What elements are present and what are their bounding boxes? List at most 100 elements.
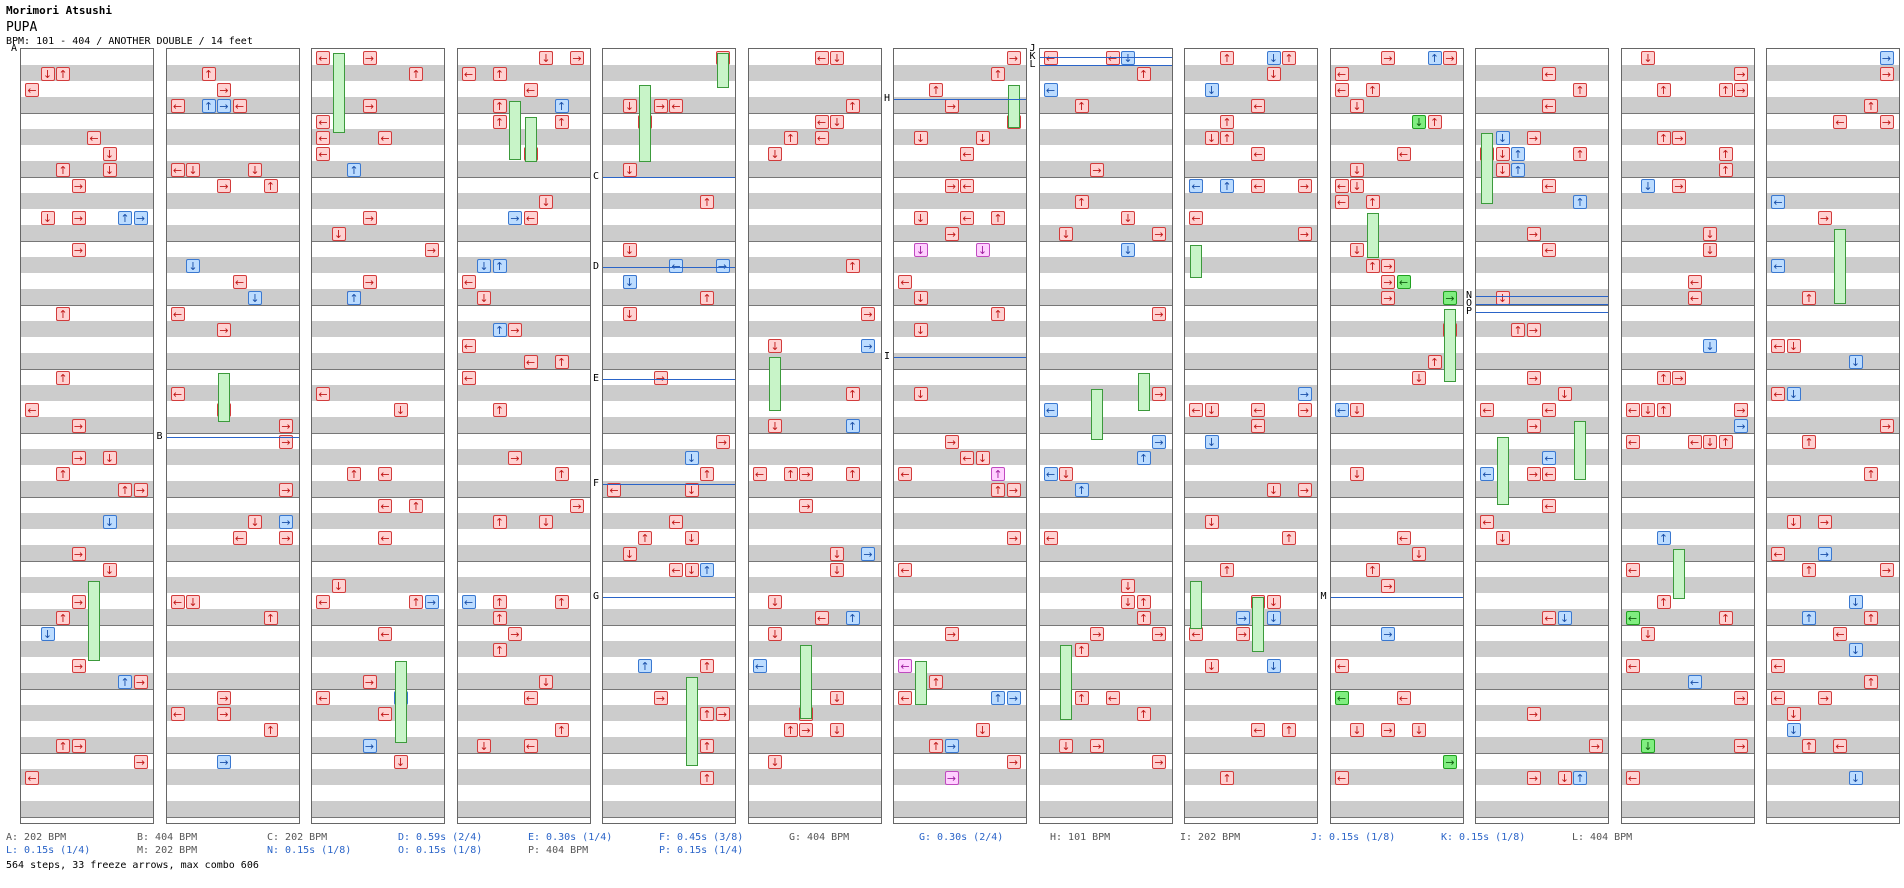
measure-line: [1621, 113, 1754, 114]
arrow-right-icon: →: [1006, 755, 1021, 769]
arrow-right-icon: →: [217, 691, 231, 705]
measure-line: [457, 625, 590, 626]
arrow-left-icon: ←: [1251, 419, 1265, 433]
arrow-down-icon: ↓: [539, 51, 553, 65]
arrow-left-icon: ←: [1334, 179, 1349, 193]
arrow-up-icon: ↑: [492, 99, 507, 113]
arrow-left-icon: ←: [1687, 435, 1702, 449]
measure-line: [1476, 433, 1608, 434]
chart-column: ←←↓↑←←↑→←↑←↓←↓→↓←↓↓↑↓←→↓↓→↑↑↓←↓→→→→↑→→→←…: [1329, 48, 1464, 824]
arrow-left-icon: ←: [1334, 67, 1349, 81]
arrow-down-icon: ↓: [1204, 131, 1219, 145]
arrow-down-icon: ↓: [1557, 771, 1572, 785]
arrow-up-icon: ↑: [700, 659, 714, 673]
arrow-up-icon: ↑: [492, 595, 507, 609]
measure-line: [1185, 817, 1317, 818]
arrow-left-icon: ←: [523, 83, 538, 97]
arrow-down-icon: ↓: [768, 595, 782, 609]
measure-line: [603, 625, 735, 626]
arrow-left-icon: ←: [669, 259, 683, 273]
arrow-left-icon: ←: [461, 339, 476, 353]
arrow-right-icon: →: [1152, 227, 1166, 241]
arrow-up-icon: ↑: [1220, 563, 1234, 577]
arrow-up-icon: ↑: [929, 83, 943, 97]
arrow-left-icon: ←: [814, 115, 829, 129]
arrow-up-icon: ↑: [492, 67, 507, 81]
arrow-up-icon: ↑: [1511, 323, 1525, 337]
measure-line: [748, 433, 881, 434]
arrow-up-icon: ↑: [1656, 371, 1671, 385]
arrow-down-icon: ↓: [684, 531, 699, 545]
arrow-right-icon: →: [279, 419, 293, 433]
arrow-right-icon: →: [362, 211, 377, 225]
arrow-down-icon: ↓: [1848, 355, 1863, 369]
arrow-right-icon: →: [1152, 387, 1166, 401]
measure-line: [21, 433, 153, 434]
arrow-up-icon: ↑: [1802, 563, 1816, 577]
measure-line: [166, 177, 299, 178]
measure-line: [166, 369, 299, 370]
section-marker: D: [593, 261, 600, 272]
arrow-right-icon: →: [362, 99, 377, 113]
arrow-right-icon: →: [1297, 227, 1312, 241]
arrow-down-icon: ↓: [331, 227, 346, 241]
arrow-down-icon: ↓: [1848, 771, 1863, 785]
arrow-left-icon: ←: [1542, 611, 1556, 625]
arrow-left-icon: ←: [960, 147, 974, 161]
arrow-down-icon: ↓: [1266, 659, 1281, 673]
arrow-left-icon: ←: [316, 691, 330, 705]
arrow-up-icon: ↑: [1136, 611, 1151, 625]
arrow-down-icon: ↓: [768, 339, 782, 353]
arrow-right-icon: →: [71, 243, 86, 257]
arrow-right-icon: →: [799, 723, 813, 737]
measure-line: [1039, 561, 1172, 562]
legend-item: A: 202 BPM: [6, 832, 67, 843]
freeze-arrow: [1574, 421, 1586, 480]
section-marker: M: [1320, 591, 1327, 602]
measure-line: [166, 753, 299, 754]
section-marker: H: [884, 93, 891, 104]
arrow-up-icon: ↑: [1718, 83, 1733, 97]
stop-line: [1476, 296, 1608, 297]
arrow-right-icon: →: [1235, 611, 1250, 625]
arrow-down-icon: ↓: [622, 307, 637, 321]
measure-line: [1767, 753, 1899, 754]
arrow-down-icon: ↓: [1786, 723, 1801, 737]
measure-line: [1767, 177, 1899, 178]
legend-item: K: 0.15s (1/8): [1441, 832, 1526, 843]
arrow-right-icon: →: [653, 371, 668, 385]
arrow-left-icon: ←: [607, 483, 621, 497]
arrow-right-icon: →: [944, 227, 959, 241]
measure-line: [603, 817, 735, 818]
arrow-down-icon: ↓: [1703, 243, 1717, 257]
arrow-down-icon: ↓: [1121, 51, 1135, 65]
arrow-left-icon: ←: [1334, 403, 1349, 417]
arrow-down-icon: ↓: [975, 723, 990, 737]
arrow-up-icon: ↑: [492, 643, 507, 657]
measure-line: [1039, 241, 1172, 242]
stop-line: [603, 267, 735, 268]
arrow-down-icon: ↓: [102, 451, 117, 465]
measure-line: [457, 753, 590, 754]
measure-line: [166, 241, 299, 242]
arrow-right-icon: →: [508, 323, 522, 337]
arrow-right-icon: →: [861, 339, 875, 353]
measure-line: [1621, 753, 1754, 754]
measure-line: [603, 689, 735, 690]
arrow-right-icon: →: [1817, 547, 1832, 561]
arrow-up-icon: ↑: [1511, 163, 1525, 177]
freeze-arrow: [1190, 581, 1202, 629]
arrow-down-icon: ↓: [1059, 227, 1073, 241]
arrow-down-icon: ↓: [1059, 739, 1073, 753]
arrow-up-icon: ↑: [1864, 99, 1878, 113]
chart-column: ←→→↑←↓→→→→↑→↑↑→→→↓←↓↑→→↓↑→↓↑→↑↑←↑↓↑↓↑↓: [20, 48, 154, 824]
arrow-up-icon: ↑: [845, 99, 860, 113]
arrow-up-icon: ↑: [700, 707, 714, 721]
arrow-down-icon: ↓: [1350, 723, 1364, 737]
arrow-right-icon: →: [217, 323, 231, 337]
measure-line: [1039, 753, 1172, 754]
arrow-left-icon: ←: [1105, 51, 1120, 65]
arrow-left-icon: ←: [25, 83, 39, 97]
arrow-up-icon: ↑: [700, 467, 714, 481]
measure-line: [1476, 753, 1608, 754]
